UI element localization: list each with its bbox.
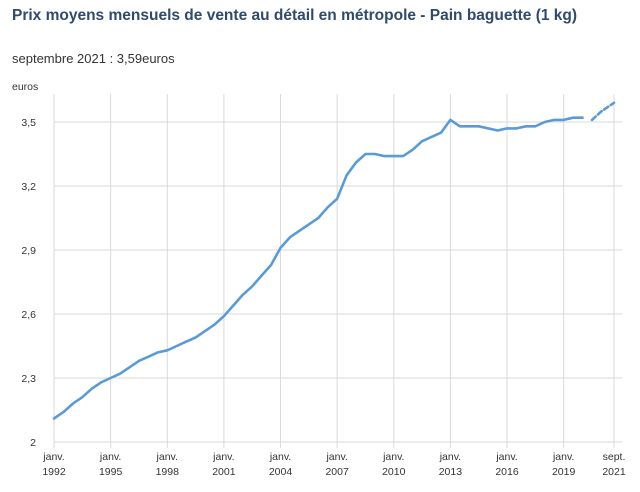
chart-subtitle: septembre 2021 : 3,59euros [12,51,175,66]
y-axis-ticks: 2 2,3 2,6 2,9 3,2 3,5 [21,117,36,449]
y-tick-label: 3,2 [21,181,36,193]
y-tick-label: 2,9 [21,245,36,257]
chart-title: Prix moyens mensuels de vente au détail … [12,7,578,24]
x-tick-year-label: 2013 [439,466,463,478]
x-tick-year-label: 2021 [602,466,626,478]
x-tick-year-label: 2019 [552,466,576,478]
x-tick-year-label: 1998 [156,466,180,478]
x-tick-month-label: janv. [99,451,121,463]
x-axis-ticks: janv. 1992 janv. 1995 janv. 1998 janv. 2001 janv… [42,451,626,478]
x-tick-month-label: janv. [325,451,347,463]
x-tick-year-label: 1992 [42,466,66,478]
y-tick-label: 2,6 [21,309,36,321]
x-tick-month-label: janv. [382,451,404,463]
x-tick-month-label: sept. [603,451,626,463]
x-tick-month-label: janv. [495,451,517,463]
grid [53,94,622,448]
x-tick-month-label: janv. [42,451,64,463]
x-tick-month-label: janv. [212,451,234,463]
y-tick-label: 2,3 [21,373,36,385]
x-tick-year-label: 2004 [269,466,293,478]
x-tick-year-label: 1995 [99,466,123,478]
series-line [52,116,584,420]
x-tick-month-label: janv. [439,451,461,463]
y-tick-label: 2 [30,437,36,449]
x-tick-year-label: 2007 [325,466,349,478]
series-group [52,101,616,420]
x-tick-month-label: janv. [156,451,178,463]
series-line-after-gap [590,101,616,122]
x-tick-year-label: 2001 [212,466,236,478]
x-tick-month-label: janv. [269,451,291,463]
x-tick-month-label: janv. [552,451,574,463]
y-axis-unit-label: euros [12,81,39,93]
y-tick-label: 3,5 [21,117,36,129]
x-tick-year-label: 2010 [382,466,406,478]
x-tick-year-label: 2016 [495,466,519,478]
